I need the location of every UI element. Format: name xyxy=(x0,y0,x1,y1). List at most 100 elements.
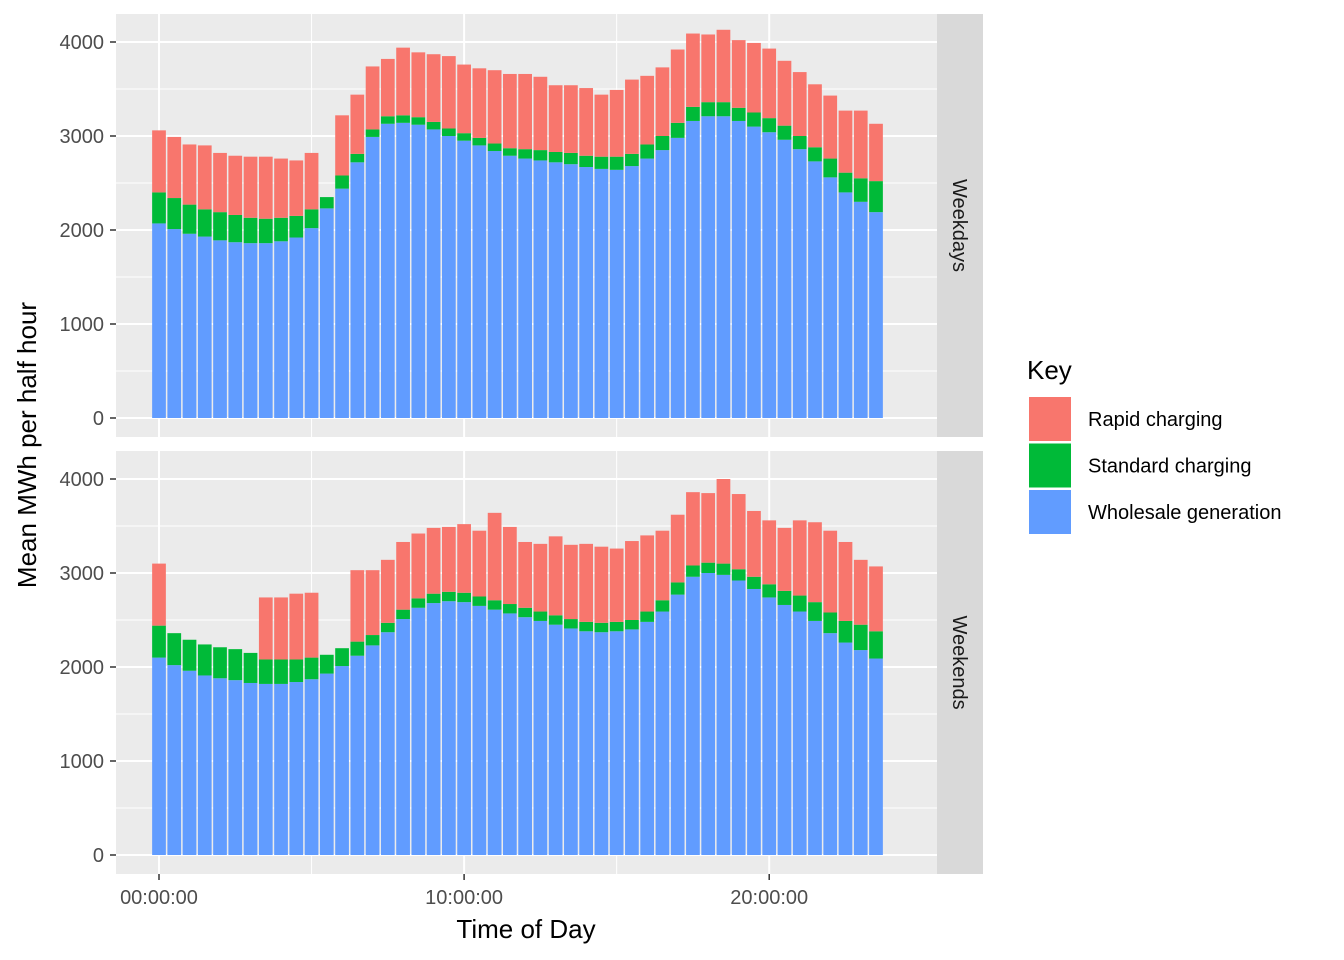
bar xyxy=(579,621,594,632)
bar xyxy=(487,70,502,144)
bar xyxy=(503,155,517,419)
bar xyxy=(655,150,670,418)
bar xyxy=(655,611,670,855)
bar xyxy=(518,607,532,618)
bar xyxy=(625,541,639,620)
y-tick-label: 1000 xyxy=(60,314,105,336)
bar xyxy=(716,479,731,564)
bar xyxy=(350,162,365,418)
bar xyxy=(228,242,243,418)
bar xyxy=(853,178,868,202)
bar xyxy=(777,604,792,855)
bar xyxy=(197,675,212,855)
legend-swatch xyxy=(1029,397,1071,441)
bar xyxy=(609,169,624,418)
bar xyxy=(411,117,426,125)
bar xyxy=(380,116,395,124)
y-tick-label: 0 xyxy=(93,408,104,430)
bar xyxy=(548,615,563,625)
y-axis-title: Mean MWh per half hour xyxy=(12,302,42,588)
bar xyxy=(548,162,563,418)
bar xyxy=(243,682,258,855)
bar xyxy=(319,654,334,674)
bar xyxy=(579,543,594,622)
bar xyxy=(747,112,761,127)
y-tick-label: 2000 xyxy=(60,657,105,679)
bar xyxy=(228,214,243,243)
bar xyxy=(304,679,319,855)
bar xyxy=(579,155,594,168)
bar xyxy=(777,125,792,140)
bar xyxy=(487,512,502,601)
bar xyxy=(152,657,166,855)
bar xyxy=(487,151,502,419)
bar xyxy=(441,591,456,602)
bar xyxy=(640,75,655,145)
bar xyxy=(457,140,471,418)
bar xyxy=(457,64,471,134)
bar xyxy=(655,530,670,601)
bar xyxy=(533,76,548,151)
facet-strip xyxy=(937,14,983,437)
bar xyxy=(289,659,304,683)
bar xyxy=(869,658,883,855)
series-rapid-charging xyxy=(152,29,883,219)
bar xyxy=(640,621,655,855)
bar xyxy=(380,622,395,633)
bar xyxy=(594,632,609,855)
bar xyxy=(762,132,777,419)
bar xyxy=(457,133,471,141)
bar xyxy=(213,678,227,855)
bar xyxy=(853,110,868,179)
bar xyxy=(411,124,426,418)
bar xyxy=(564,544,578,620)
bar xyxy=(701,573,716,855)
bar xyxy=(640,158,655,418)
bar xyxy=(609,156,624,170)
bar xyxy=(228,649,243,681)
bar xyxy=(380,559,395,623)
bar xyxy=(304,228,319,418)
bar xyxy=(350,94,365,154)
bar xyxy=(350,655,365,855)
bar xyxy=(838,541,853,621)
bar xyxy=(304,152,319,210)
series-standard-charging xyxy=(152,102,883,244)
bar xyxy=(747,576,761,589)
bar xyxy=(503,526,517,605)
bar xyxy=(426,121,441,130)
bar xyxy=(258,597,273,660)
bar xyxy=(411,533,426,599)
bar xyxy=(686,120,700,419)
bar xyxy=(472,530,487,597)
bar xyxy=(869,181,883,213)
bar xyxy=(670,514,685,583)
bar xyxy=(716,574,731,855)
bar xyxy=(594,168,609,418)
bar xyxy=(686,106,700,121)
bar xyxy=(213,240,227,418)
bar xyxy=(731,40,746,108)
bar xyxy=(853,559,868,625)
bar xyxy=(380,632,395,855)
bar xyxy=(518,73,532,150)
bar xyxy=(731,569,746,581)
bar xyxy=(396,115,410,123)
y-tick-label: 3000 xyxy=(60,126,105,148)
bar xyxy=(625,629,639,855)
bar xyxy=(274,217,288,242)
bar xyxy=(243,652,258,683)
bar xyxy=(808,84,822,148)
bar xyxy=(289,682,304,855)
bar xyxy=(457,524,471,593)
bar xyxy=(152,563,166,626)
bar xyxy=(686,33,700,107)
bar xyxy=(258,156,273,219)
bar xyxy=(716,29,731,103)
bar xyxy=(533,543,548,612)
panel-weekdays: 0 1000 2000 3000 4000 Weekdays xyxy=(60,14,983,437)
bar xyxy=(762,597,777,855)
bar xyxy=(792,611,807,855)
bar xyxy=(335,175,349,189)
bar xyxy=(823,530,838,613)
